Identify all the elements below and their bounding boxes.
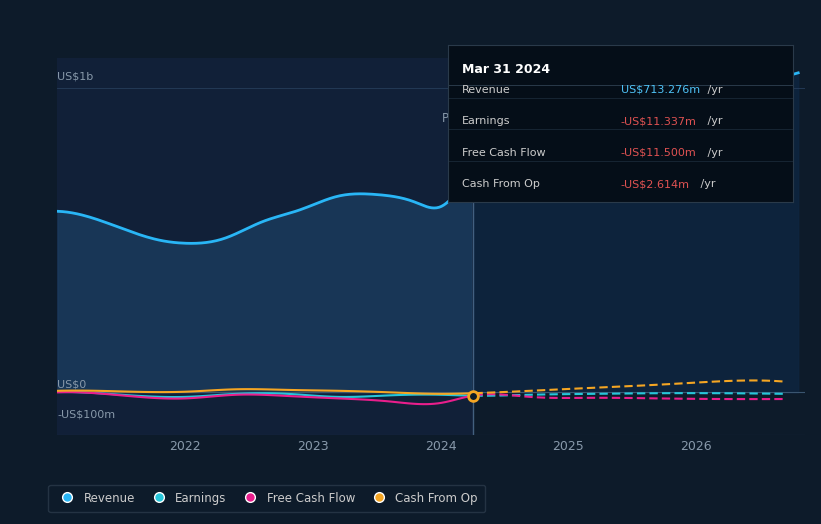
Text: Revenue: Revenue: [462, 85, 511, 95]
Text: Earnings: Earnings: [462, 116, 511, 126]
Text: /yr: /yr: [704, 116, 722, 126]
Text: US$1b: US$1b: [57, 72, 94, 82]
Text: -US$100m: -US$100m: [57, 410, 116, 420]
Text: /yr: /yr: [696, 179, 715, 189]
Text: Mar 31 2024: Mar 31 2024: [462, 63, 550, 77]
Legend: Revenue, Earnings, Free Cash Flow, Cash From Op: Revenue, Earnings, Free Cash Flow, Cash …: [48, 485, 485, 512]
Text: Past: Past: [442, 113, 466, 125]
Text: Analysts Forecasts: Analysts Forecasts: [479, 113, 589, 125]
Text: US$713.276m: US$713.276m: [621, 85, 699, 95]
Text: -US$11.337m: -US$11.337m: [621, 116, 696, 126]
Text: Free Cash Flow: Free Cash Flow: [462, 148, 546, 158]
Text: /yr: /yr: [704, 148, 722, 158]
Text: Cash From Op: Cash From Op: [462, 179, 540, 189]
Text: /yr: /yr: [704, 85, 722, 95]
Bar: [57, 58, 473, 435]
Bar: [473, 58, 805, 435]
Text: -US$2.614m: -US$2.614m: [621, 179, 690, 189]
Text: US$0: US$0: [57, 379, 87, 389]
Text: -US$11.500m: -US$11.500m: [621, 148, 696, 158]
